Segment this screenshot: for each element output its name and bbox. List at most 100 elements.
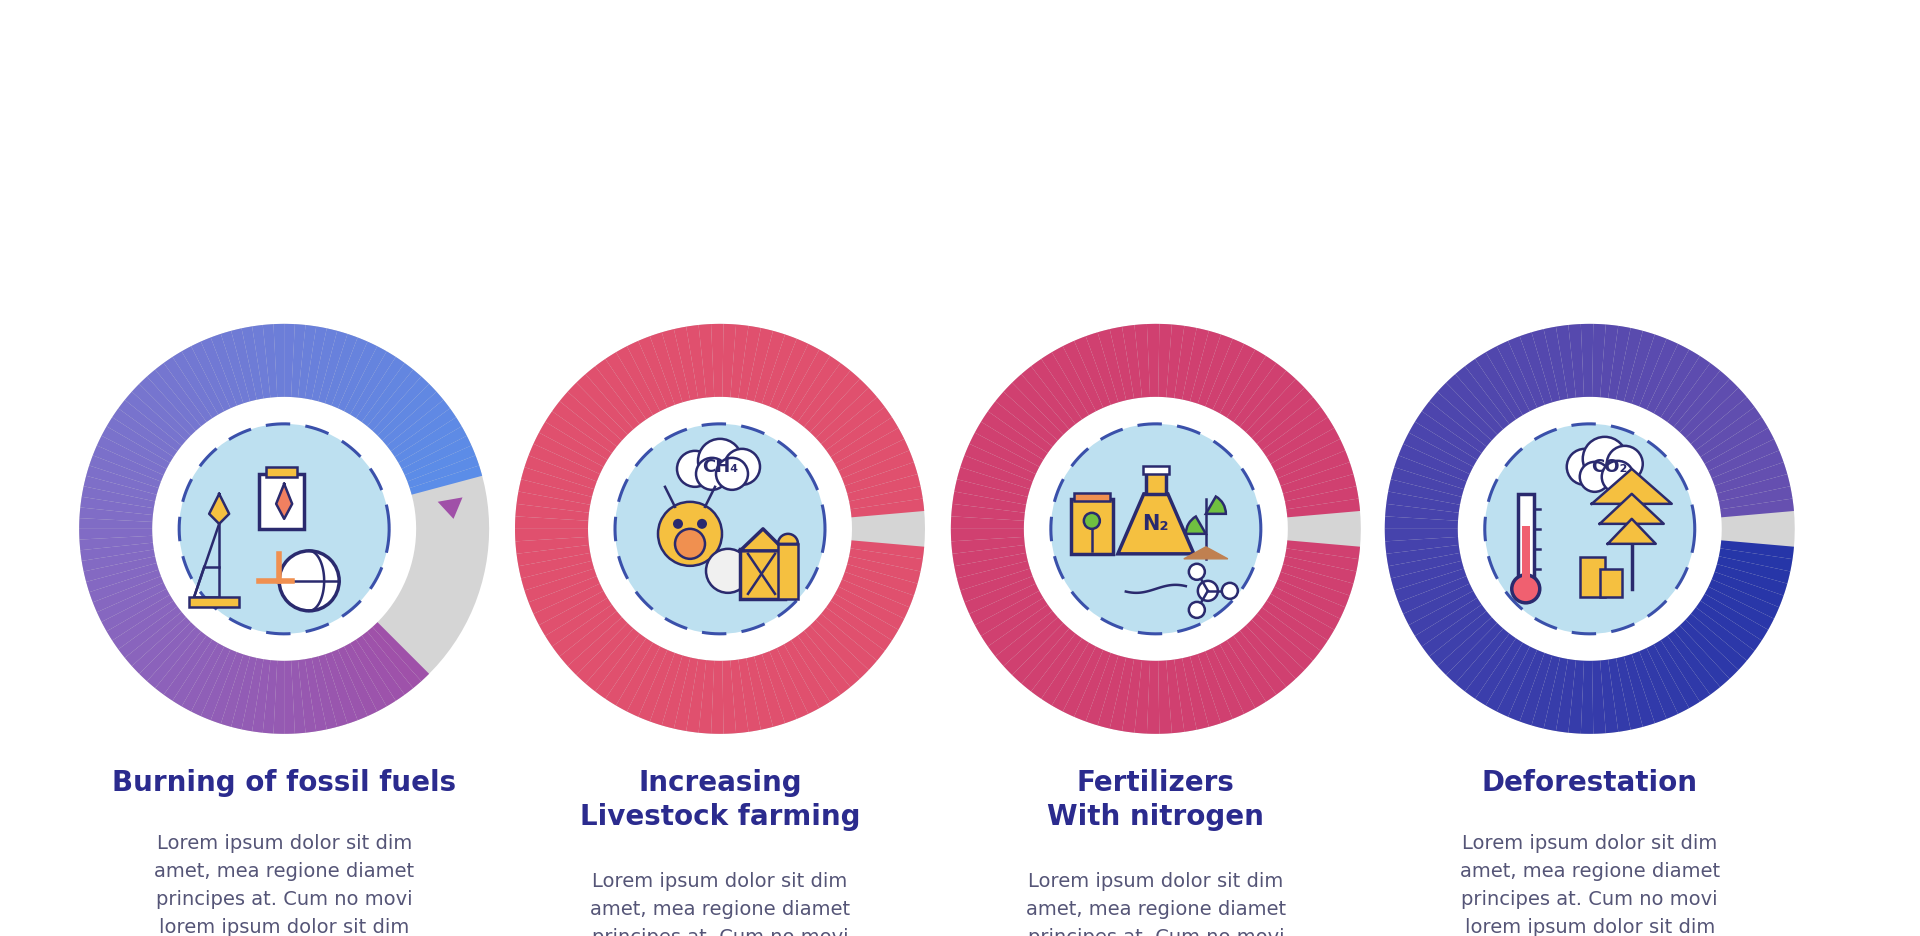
Polygon shape [1544,327,1569,401]
Polygon shape [83,549,156,572]
Polygon shape [1632,651,1667,724]
Polygon shape [1720,540,1793,559]
Polygon shape [392,408,457,457]
Polygon shape [520,467,593,497]
Polygon shape [674,327,699,401]
Polygon shape [1695,601,1763,651]
Polygon shape [981,411,1048,460]
Polygon shape [981,598,1048,647]
Polygon shape [1275,439,1346,478]
Polygon shape [1415,411,1482,460]
Polygon shape [1465,358,1517,424]
Polygon shape [1085,332,1117,404]
Polygon shape [791,356,841,422]
Polygon shape [576,623,634,683]
Polygon shape [1438,617,1498,675]
Polygon shape [739,658,760,732]
Polygon shape [515,537,589,554]
Polygon shape [1519,653,1551,725]
Polygon shape [378,384,436,441]
Polygon shape [1438,383,1498,441]
Circle shape [591,400,849,658]
Polygon shape [230,329,257,402]
Polygon shape [1041,352,1089,419]
Polygon shape [1446,623,1503,683]
Polygon shape [1716,556,1789,584]
Polygon shape [332,338,367,408]
Polygon shape [1206,648,1244,719]
Polygon shape [163,357,213,422]
Polygon shape [730,325,749,398]
Polygon shape [822,607,885,661]
Polygon shape [1695,407,1763,457]
Circle shape [1188,602,1206,618]
Polygon shape [1607,519,1655,544]
Polygon shape [595,634,647,699]
Polygon shape [1021,628,1075,692]
Polygon shape [83,486,156,508]
Polygon shape [1701,593,1768,640]
Polygon shape [88,570,161,602]
Polygon shape [553,605,616,656]
Polygon shape [230,656,257,729]
Polygon shape [79,529,152,539]
Circle shape [1188,563,1206,579]
Polygon shape [1267,593,1334,640]
Bar [1580,557,1605,597]
Polygon shape [954,553,1027,578]
Polygon shape [1409,591,1476,636]
Polygon shape [1647,344,1690,414]
Circle shape [1582,437,1626,481]
Polygon shape [515,504,589,520]
Polygon shape [148,370,202,431]
Polygon shape [1190,654,1221,727]
Polygon shape [96,436,167,475]
Polygon shape [1475,638,1523,706]
Polygon shape [1667,363,1720,427]
Polygon shape [1532,655,1561,728]
Polygon shape [954,479,1027,505]
Circle shape [697,519,707,529]
Polygon shape [699,324,714,398]
Polygon shape [192,647,230,716]
Polygon shape [797,631,851,695]
Polygon shape [1283,474,1356,502]
Polygon shape [1705,428,1774,471]
Polygon shape [515,324,925,734]
Polygon shape [1674,371,1730,432]
Polygon shape [576,374,634,434]
Polygon shape [1117,494,1194,554]
Polygon shape [405,446,476,481]
Polygon shape [1498,341,1538,411]
Text: CH₄: CH₄ [703,458,737,475]
Polygon shape [1640,339,1678,410]
Polygon shape [88,456,161,488]
Polygon shape [762,334,797,406]
Polygon shape [311,329,338,402]
Polygon shape [319,654,348,727]
Polygon shape [242,658,263,731]
Wedge shape [778,534,799,544]
Polygon shape [211,334,244,405]
Circle shape [1198,581,1217,601]
Polygon shape [284,324,296,397]
Polygon shape [791,636,841,702]
Polygon shape [975,422,1043,467]
Polygon shape [1219,349,1265,417]
Polygon shape [92,446,163,481]
Polygon shape [1052,643,1096,711]
Polygon shape [685,659,707,733]
Polygon shape [778,644,820,714]
Polygon shape [84,556,157,582]
Polygon shape [319,330,348,403]
Polygon shape [1609,658,1630,732]
Polygon shape [1233,363,1286,427]
Polygon shape [332,650,367,720]
Polygon shape [1279,572,1350,607]
Polygon shape [1261,601,1329,651]
Polygon shape [407,456,480,488]
Polygon shape [662,329,691,402]
Polygon shape [1599,325,1619,398]
Polygon shape [1213,644,1256,714]
Polygon shape [1240,371,1296,432]
